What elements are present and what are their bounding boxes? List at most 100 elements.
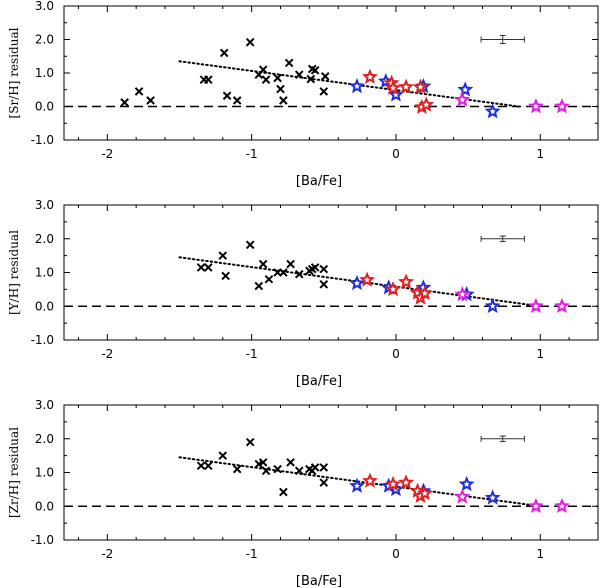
data-point-cross (319, 478, 329, 487)
data-point-red (385, 79, 402, 95)
data-point-cross (294, 269, 304, 279)
data-point-magenta (553, 297, 570, 314)
y-axis-label: [Zr/H] residual (7, 427, 21, 518)
data-point-magenta (553, 497, 570, 514)
plot-frame (63, 5, 599, 141)
y-tick-label: 2.0 (35, 432, 54, 446)
data-point-cross (279, 96, 288, 105)
data-point-red (398, 273, 415, 289)
y-axis-label: [Sr/H] residual (7, 27, 21, 118)
x-tick-label: -1 (246, 547, 258, 561)
x-tick-label: -2 (101, 547, 113, 561)
x-axis-label: [Ba/Fe] (296, 574, 342, 588)
data-point-red (412, 78, 429, 94)
x-axis-label: [Ba/Fe] (296, 374, 342, 389)
chart-panel-1: -2 -1 0 1 -1.0 0.0 1.0 2.0 3.0 [Ba/Fe] [Sr/H] resi… (7, 0, 599, 189)
data-point-blue (484, 297, 501, 314)
data-point-cross (261, 466, 271, 476)
data-point-blue (457, 81, 474, 97)
data-point-cross (245, 437, 255, 447)
chart-panel-2: -2 -1 0 1 -1.0 0.0 1.0 2.0 3.0 [Ba/Fe] [Y/H] resid… (7, 198, 599, 389)
y-tick-label: 2.0 (35, 33, 54, 47)
data-point-cross (254, 281, 264, 291)
y-tick-label: 3.0 (35, 0, 54, 13)
data-point-cross (204, 263, 213, 272)
data-point-cross (286, 458, 295, 467)
data-point-red (416, 285, 433, 301)
data-point-blue (387, 86, 404, 102)
data-point-blue (458, 475, 475, 492)
data-point-cross (276, 84, 285, 94)
data-point-red (418, 96, 435, 112)
data-point-cross (279, 268, 288, 277)
y-tick-label: 3.0 (35, 198, 54, 212)
data-point-cross (264, 274, 274, 284)
x-tick-label: 1 (536, 347, 544, 361)
data-point-cross (320, 72, 330, 81)
data-point-red (361, 472, 378, 488)
data-point-cross (204, 461, 213, 471)
data-point-cross (204, 75, 213, 85)
data-point-cross (222, 91, 232, 101)
plot-frame (63, 204, 599, 341)
data-point-cross (306, 74, 316, 84)
data-point-magenta (527, 297, 544, 314)
data-point-magenta (454, 91, 471, 107)
data-point-magenta (454, 488, 471, 504)
y-tick-label: -1.0 (31, 533, 54, 547)
data-point-cross (219, 48, 229, 58)
data-point-cross (218, 451, 228, 460)
x-tick-label: 0 (392, 347, 400, 361)
trend-line (178, 456, 542, 508)
chart-panel-3: -2 -1 0 1 -1.0 0.0 1.0 2.0 3.0 [Ba/Fe] [Zr/H] resi… (7, 398, 599, 588)
data-point-blue (348, 274, 365, 291)
data-point-cross (261, 75, 271, 85)
y-tick-label: 2.0 (35, 232, 54, 246)
data-point-blue (348, 77, 365, 94)
x-tick-label: -1 (246, 147, 258, 161)
data-point-cross (284, 58, 294, 68)
data-point-cross (294, 70, 304, 79)
data-point-cross (232, 96, 242, 105)
y-tick-label: 1.0 (35, 266, 54, 280)
data-point-cross (245, 37, 255, 47)
y-tick-label: -1.0 (31, 133, 54, 147)
plot-frame (63, 404, 599, 541)
y-axis-label: [Y/H] residual (7, 230, 21, 315)
data-point-cross (294, 466, 304, 476)
data-point-red (398, 78, 415, 94)
data-point-red (361, 68, 378, 84)
y-tick-label: 1.0 (35, 466, 54, 480)
data-point-cross (319, 264, 329, 274)
data-point-red (385, 475, 402, 492)
data-point-red (416, 485, 433, 501)
data-point-blue (348, 477, 365, 493)
data-point-cross (258, 65, 268, 74)
data-point-cross (286, 259, 295, 269)
data-point-cross (134, 87, 144, 96)
x-tick-label: -1 (246, 347, 258, 361)
data-point-cross (232, 464, 242, 474)
data-point-blue (484, 103, 501, 119)
data-point-cross (146, 96, 155, 105)
x-tick-label: 1 (536, 547, 544, 561)
x-tick-label: -2 (101, 347, 113, 361)
y-tick-label: 0.0 (35, 100, 54, 114)
x-tick-label: 0 (392, 147, 400, 161)
x-axis-label: [Ba/Fe] (296, 174, 342, 189)
y-tick-label: -1.0 (31, 333, 54, 347)
data-point-cross (218, 251, 228, 260)
data-point-cross (319, 87, 329, 96)
data-point-cross (273, 464, 282, 474)
data-point-cross (319, 463, 329, 472)
data-point-cross (196, 461, 206, 471)
x-tick-label: -2 (101, 147, 113, 161)
data-point-red (385, 280, 402, 297)
data-point-cross (310, 263, 320, 272)
y-tick-label: 3.0 (35, 398, 54, 412)
y-tick-label: 0.0 (35, 299, 54, 313)
data-point-blue (484, 489, 501, 505)
data-point-cross (196, 263, 206, 272)
data-point-cross (310, 66, 320, 75)
